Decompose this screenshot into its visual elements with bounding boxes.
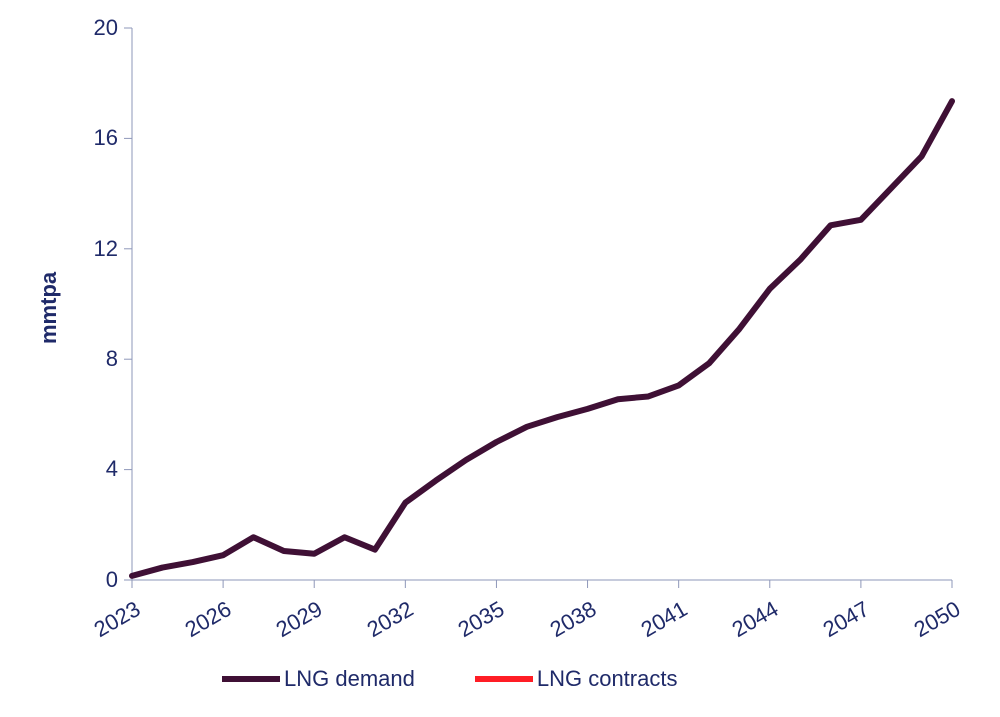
lng-line-chart: mmtpa 048121620 202320262029203220352038…: [0, 0, 1000, 717]
legend-item: LNG contracts: [475, 666, 678, 692]
legend-swatch: [222, 676, 280, 682]
legend: LNG demand LNG contracts: [222, 666, 677, 692]
legend-item: LNG demand: [222, 666, 415, 692]
legend-swatch: [475, 676, 533, 682]
plot-area: [0, 0, 1000, 717]
legend-label: LNG demand: [284, 666, 415, 692]
legend-label: LNG contracts: [537, 666, 678, 692]
